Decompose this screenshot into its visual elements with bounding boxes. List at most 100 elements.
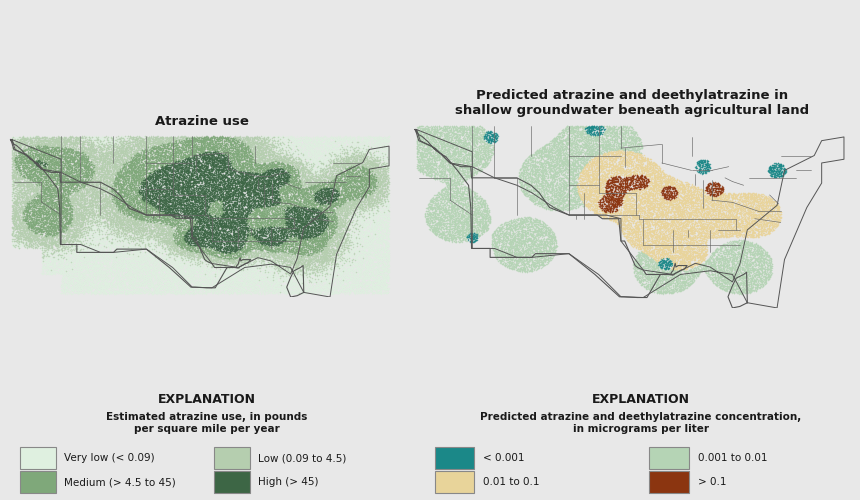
Point bbox=[108, 209, 122, 217]
Point bbox=[636, 267, 650, 275]
Point bbox=[627, 217, 641, 225]
Point bbox=[434, 140, 448, 148]
Point bbox=[530, 236, 544, 244]
Point bbox=[312, 245, 326, 253]
Point bbox=[111, 189, 125, 197]
Point bbox=[41, 258, 55, 266]
Point bbox=[471, 208, 485, 216]
Point bbox=[316, 240, 330, 248]
Point bbox=[15, 167, 29, 175]
Point bbox=[640, 213, 654, 221]
Point bbox=[634, 204, 648, 212]
Point bbox=[90, 209, 104, 217]
Point bbox=[707, 260, 721, 268]
Point bbox=[692, 229, 706, 237]
Point bbox=[621, 188, 635, 196]
Point bbox=[636, 234, 649, 242]
Point bbox=[56, 154, 70, 162]
Point bbox=[89, 218, 103, 226]
Point bbox=[410, 132, 424, 140]
Point bbox=[304, 178, 317, 186]
Point bbox=[148, 169, 162, 177]
Point bbox=[249, 250, 262, 258]
Point bbox=[125, 191, 138, 199]
Point bbox=[121, 172, 135, 179]
Point bbox=[522, 170, 536, 178]
Point bbox=[301, 251, 315, 259]
Point bbox=[235, 175, 249, 183]
Point bbox=[580, 193, 593, 201]
Point bbox=[554, 188, 568, 196]
Point bbox=[101, 142, 114, 150]
Point bbox=[574, 154, 587, 162]
Point bbox=[248, 177, 261, 185]
Point bbox=[324, 265, 338, 273]
Point bbox=[684, 216, 697, 224]
Point bbox=[226, 211, 240, 219]
Point bbox=[172, 200, 186, 208]
Point bbox=[748, 249, 762, 257]
Point bbox=[563, 146, 577, 154]
Point bbox=[249, 164, 263, 172]
Point bbox=[59, 144, 73, 152]
Point bbox=[291, 226, 304, 234]
Point bbox=[276, 209, 290, 217]
Point bbox=[76, 252, 89, 260]
Point bbox=[741, 209, 755, 217]
Point bbox=[240, 142, 254, 150]
Point bbox=[707, 196, 721, 203]
Point bbox=[293, 180, 307, 188]
Point bbox=[128, 184, 142, 192]
Point bbox=[281, 166, 295, 174]
Point bbox=[14, 218, 28, 226]
Point bbox=[354, 217, 368, 225]
Point bbox=[367, 140, 381, 148]
Point bbox=[203, 172, 217, 180]
Point bbox=[739, 208, 752, 216]
Point bbox=[153, 225, 167, 233]
Point bbox=[568, 126, 581, 134]
Point bbox=[60, 204, 74, 212]
Point bbox=[378, 192, 391, 200]
Point bbox=[354, 204, 368, 212]
Point bbox=[27, 144, 40, 152]
Point bbox=[717, 233, 731, 241]
Point bbox=[64, 258, 77, 266]
Point bbox=[609, 212, 623, 220]
Point bbox=[470, 192, 484, 200]
Point bbox=[228, 218, 242, 226]
Point bbox=[128, 162, 142, 170]
Point bbox=[636, 248, 650, 256]
Point bbox=[110, 219, 124, 227]
Point bbox=[509, 260, 523, 268]
Point bbox=[83, 158, 97, 166]
Point bbox=[537, 256, 550, 264]
Point bbox=[651, 262, 665, 270]
Point bbox=[370, 178, 384, 186]
Point bbox=[83, 198, 96, 206]
Point bbox=[51, 186, 64, 194]
Point bbox=[34, 154, 47, 162]
Point bbox=[382, 132, 396, 140]
Point bbox=[309, 147, 322, 155]
Point bbox=[286, 172, 300, 180]
Point bbox=[605, 202, 618, 210]
Point bbox=[523, 226, 537, 234]
Point bbox=[122, 265, 136, 273]
Point bbox=[20, 186, 34, 194]
Point bbox=[336, 146, 350, 154]
Point bbox=[372, 228, 386, 236]
Point bbox=[53, 200, 67, 208]
Point bbox=[642, 269, 655, 277]
Point bbox=[249, 160, 262, 168]
Point bbox=[348, 275, 362, 283]
Point bbox=[118, 283, 132, 291]
Point bbox=[273, 289, 287, 297]
Point bbox=[292, 244, 305, 252]
Point bbox=[527, 157, 541, 165]
Point bbox=[546, 252, 560, 260]
Point bbox=[89, 233, 103, 241]
Point bbox=[461, 157, 475, 165]
Point bbox=[580, 162, 594, 170]
Point bbox=[197, 218, 211, 226]
